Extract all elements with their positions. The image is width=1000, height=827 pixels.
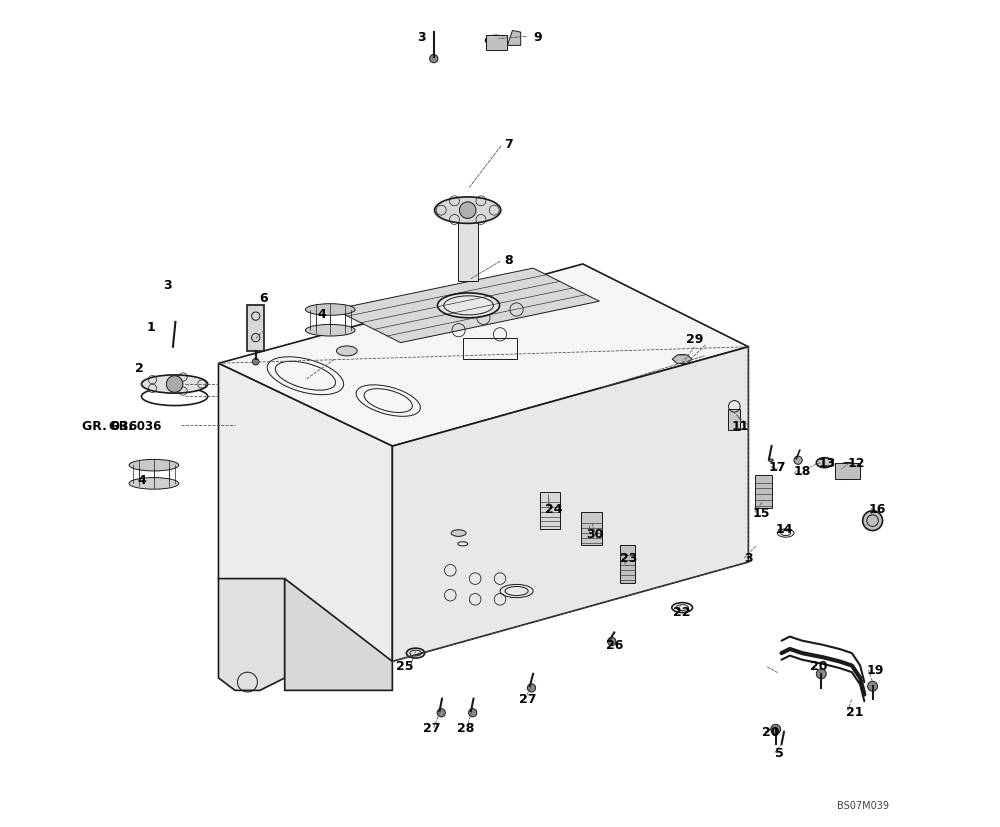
Polygon shape: [507, 31, 521, 46]
Bar: [835, 463, 860, 480]
Text: 18: 18: [794, 465, 811, 478]
Text: 16: 16: [869, 502, 886, 515]
Text: 14: 14: [775, 523, 793, 536]
Text: 9: 9: [533, 31, 542, 44]
Circle shape: [863, 511, 883, 531]
Bar: [620, 546, 635, 583]
Text: 20: 20: [810, 659, 828, 672]
Text: 4: 4: [138, 473, 147, 486]
Text: 15: 15: [752, 506, 770, 519]
Text: GR. 036: GR. 036: [109, 419, 162, 433]
Bar: [728, 409, 740, 430]
Text: 22: 22: [673, 605, 691, 619]
Circle shape: [252, 359, 259, 366]
Ellipse shape: [486, 36, 506, 46]
Text: 30: 30: [587, 527, 604, 540]
Text: 7: 7: [504, 138, 513, 151]
Text: 26: 26: [606, 638, 623, 652]
Bar: [463, 339, 517, 360]
Circle shape: [469, 709, 477, 717]
Ellipse shape: [816, 458, 833, 468]
Text: 5: 5: [775, 746, 783, 759]
Text: 1: 1: [146, 320, 155, 333]
Bar: [458, 211, 478, 281]
Text: 8: 8: [504, 254, 513, 267]
Text: 20: 20: [762, 725, 780, 739]
Text: BS07M039: BS07M039: [837, 801, 889, 810]
Polygon shape: [392, 347, 748, 662]
Bar: [581, 513, 602, 546]
Polygon shape: [672, 356, 692, 364]
Ellipse shape: [437, 294, 500, 318]
Text: 19: 19: [866, 663, 884, 676]
Ellipse shape: [141, 375, 208, 394]
Ellipse shape: [435, 198, 501, 224]
Circle shape: [608, 638, 616, 646]
Text: 3: 3: [163, 279, 171, 292]
Circle shape: [794, 457, 802, 465]
Polygon shape: [218, 265, 748, 447]
Text: 25: 25: [396, 659, 414, 672]
Circle shape: [459, 203, 476, 219]
Circle shape: [527, 684, 536, 692]
Text: 3: 3: [417, 31, 426, 44]
Polygon shape: [334, 269, 599, 343]
Ellipse shape: [451, 530, 466, 537]
Text: 17: 17: [769, 461, 786, 474]
Circle shape: [771, 724, 781, 734]
Ellipse shape: [129, 478, 179, 490]
Ellipse shape: [675, 356, 690, 364]
Ellipse shape: [305, 304, 355, 316]
Circle shape: [430, 55, 438, 64]
Polygon shape: [285, 579, 392, 691]
Text: 27: 27: [519, 692, 536, 705]
Text: 29: 29: [686, 332, 703, 346]
Ellipse shape: [836, 463, 859, 480]
Circle shape: [437, 709, 445, 717]
Text: 2: 2: [135, 361, 144, 375]
Ellipse shape: [129, 460, 179, 471]
Text: 11: 11: [731, 419, 749, 433]
Text: 28: 28: [457, 721, 474, 734]
Text: 13: 13: [818, 457, 836, 470]
Text: 4: 4: [318, 308, 326, 321]
Text: 23: 23: [620, 552, 637, 565]
Circle shape: [868, 681, 878, 691]
Bar: [755, 476, 772, 509]
Polygon shape: [218, 579, 285, 691]
Bar: [540, 492, 560, 529]
Text: 24: 24: [545, 502, 563, 515]
Text: GR. 036: GR. 036: [82, 419, 137, 433]
FancyBboxPatch shape: [247, 306, 264, 351]
Circle shape: [816, 669, 826, 679]
Text: 27: 27: [423, 721, 441, 734]
Ellipse shape: [336, 347, 357, 356]
Text: 21: 21: [846, 705, 863, 718]
Bar: [486, 36, 507, 51]
Ellipse shape: [768, 459, 773, 461]
Ellipse shape: [305, 325, 355, 337]
Text: 3: 3: [744, 552, 753, 565]
Polygon shape: [218, 364, 392, 662]
Text: 6: 6: [260, 291, 268, 304]
Text: 12: 12: [847, 457, 865, 470]
Circle shape: [166, 376, 183, 393]
